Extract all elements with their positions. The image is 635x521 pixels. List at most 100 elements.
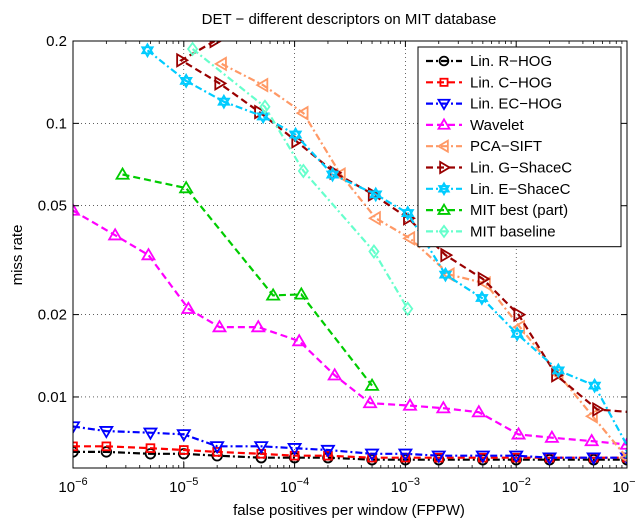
data-point [180, 301, 196, 314]
data-point [327, 367, 343, 381]
data-point [288, 126, 303, 143]
x-tick-label: 10−2 [502, 476, 531, 496]
data-point [368, 244, 380, 260]
data-point [435, 400, 451, 414]
data-point [178, 180, 194, 194]
legend-item: Wavelet [426, 117, 524, 134]
data-point [265, 287, 281, 301]
data-point [73, 421, 81, 435]
legend-marker [436, 98, 452, 111]
data-point [508, 450, 524, 464]
data-point [551, 367, 565, 383]
data-point [295, 105, 309, 121]
data-point [475, 290, 489, 306]
x-tick-label: 10−4 [280, 476, 309, 496]
legend-marker [436, 202, 452, 215]
data-point [287, 443, 303, 456]
data-point [551, 362, 566, 379]
legend-marker [439, 77, 449, 87]
data-point [212, 447, 222, 457]
data-point [256, 108, 270, 125]
legend-item: Lin. E−ShaceC [426, 181, 571, 198]
legend-marker [437, 181, 451, 197]
data-point [619, 436, 627, 450]
data-point [293, 286, 309, 300]
data-point [114, 166, 131, 180]
data-point [323, 450, 333, 461]
legend-marker [436, 117, 452, 130]
data-point [477, 271, 491, 287]
x-tick-label: 10−5 [169, 476, 198, 496]
data-point [510, 326, 524, 342]
data-point [98, 426, 114, 439]
data-point [584, 433, 600, 447]
legend-marker [439, 160, 452, 175]
data-point [510, 426, 527, 440]
y-axis-label: miss rate [9, 225, 26, 286]
series-7 [114, 166, 380, 391]
y-tick-label: 0.1 [46, 115, 67, 132]
x-tick-label: 10−6 [58, 476, 87, 496]
data-point [255, 77, 269, 93]
data-point [619, 453, 627, 463]
data-point [397, 448, 413, 462]
data-point [256, 448, 267, 459]
data-point [364, 377, 380, 391]
data-point [209, 41, 223, 49]
data-point [440, 247, 454, 263]
grid-layer [73, 41, 627, 468]
chart-title: DET − different descriptors on MIT datab… [202, 11, 497, 28]
series-line [73, 445, 627, 459]
legend-label: Lin. EC−HOG [470, 96, 562, 113]
y-tick-label: 0.02 [38, 307, 67, 324]
series-line [146, 49, 627, 448]
data-point [213, 56, 227, 72]
x-tick-label: 10−1 [612, 476, 635, 496]
plot-frame [72, 40, 628, 469]
data-point [320, 444, 336, 458]
legend-item: Lin. R−HOG [426, 53, 552, 70]
legend-item: MIT baseline [426, 223, 556, 240]
data-point [289, 450, 300, 461]
legend-marker [436, 139, 449, 154]
series-line [73, 450, 627, 461]
data-point [475, 450, 491, 464]
legend-item: Lin. C−HOG [426, 74, 552, 91]
data-point [402, 230, 416, 246]
data-point [73, 441, 78, 452]
y-tick-label: 0.05 [38, 198, 67, 215]
data-point [297, 163, 309, 179]
series-line [73, 425, 627, 459]
data-point [592, 401, 606, 418]
x-tick-label: 10−3 [391, 476, 420, 496]
x-axis-label: false positives per window (FPPW) [233, 502, 465, 519]
data-point [471, 404, 487, 418]
data-point [587, 377, 602, 394]
legend-label: Lin. R−HOG [470, 53, 552, 70]
legend-marker [438, 55, 450, 67]
series-1 [73, 441, 627, 463]
data-point [438, 266, 453, 283]
series-layer [73, 41, 627, 466]
legend-label: Wavelet [470, 117, 524, 134]
series-line [191, 48, 409, 310]
data-point [544, 429, 560, 443]
series-line [179, 41, 627, 413]
data-point [211, 319, 228, 333]
data-point [142, 427, 159, 441]
data-point [431, 450, 447, 464]
legend-item: PCA−SIFT [426, 138, 542, 155]
series-6 [140, 42, 627, 458]
data-point [217, 93, 231, 110]
data-point [145, 443, 156, 453]
data-point [179, 73, 193, 89]
data-point [325, 166, 340, 183]
data-point [250, 319, 266, 333]
data-point [176, 429, 192, 443]
series-line [221, 62, 627, 459]
data-point [253, 441, 269, 455]
data-point [107, 227, 123, 241]
data-point [73, 202, 81, 216]
data-point [513, 307, 527, 323]
